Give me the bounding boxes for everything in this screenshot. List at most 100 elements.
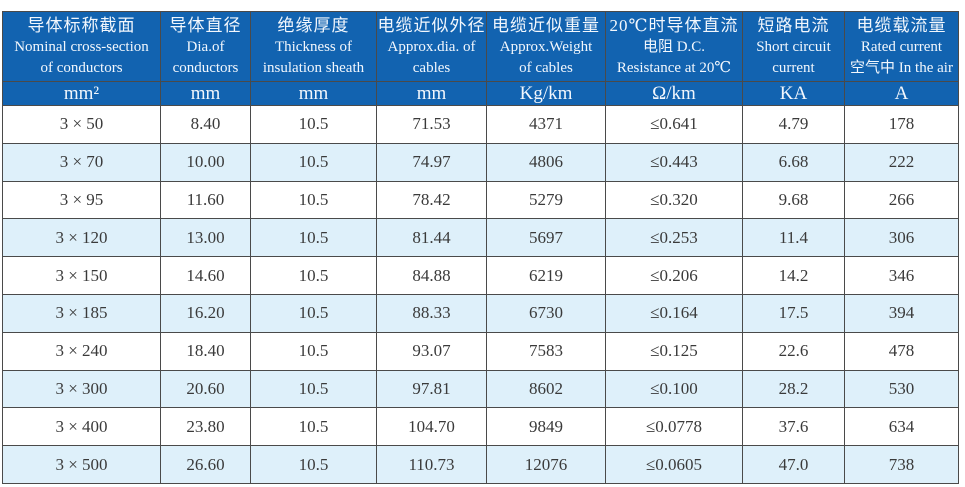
column-header-short-circuit-current: 短路电流 Short circuit current [742,11,845,82]
table-row: 3 × 240 18.40 10.5 93.07 7583 ≤0.125 22.6 478 [2,331,959,371]
cell-value: 10.5 [250,445,377,484]
cell-value: 81.44 [376,218,487,258]
cell-value: 530 [844,369,959,409]
cell-value: 84.88 [376,256,487,295]
cell-value: 738 [844,445,959,484]
cell-conductor-size: 3 × 185 [2,293,161,333]
cell-value: ≤0.0778 [605,407,743,447]
table-row: 3 × 70 10.00 10.5 74.97 4806 ≤0.443 6.68 222 [2,142,959,182]
header-line: of cables [519,60,573,77]
catalog-page: 导体标称截面 Nominal cross-section of conductors… [0,11,965,487]
header-line: 短路电流 [757,15,830,35]
cell-value: ≤0.125 [605,331,743,371]
cell-conductor-size: 3 × 240 [2,331,161,371]
cell-value: 17.5 [742,293,845,333]
unit-cell-dia-of-conductors: mm [160,81,251,106]
cell-value: 97.81 [376,369,487,409]
cell-value: 20.60 [160,369,251,409]
cell-value: ≤0.641 [605,105,743,144]
table-header: 导体标称截面 Nominal cross-section of conductors… [2,11,959,106]
cell-value: 26.60 [160,445,251,484]
cell-value: 23.80 [160,407,251,447]
cell-conductor-size: 3 × 50 [2,105,161,144]
cell-value: 11.4 [742,218,845,258]
header-line: 导体标称截面 [27,15,136,35]
cell-value: 10.5 [250,142,377,182]
unit-cell-short-circuit-current: KA [742,81,845,106]
cell-value: 47.0 [742,445,845,484]
cell-value: 28.2 [742,369,845,409]
cell-value: 37.6 [742,407,845,447]
cell-conductor-size: 3 × 500 [2,445,161,484]
cell-value: ≤0.164 [605,293,743,333]
cell-value: ≤0.100 [605,369,743,409]
header-line: Resistance at 20℃ [616,60,732,77]
cell-value: 10.5 [250,180,377,220]
cable-spec-table: 导体标称截面 Nominal cross-section of conductors… [2,11,959,484]
cell-value: 78.42 [376,180,487,220]
header-line: Rated current [860,39,943,56]
cell-value: 110.73 [376,445,487,484]
cell-value: 10.5 [250,218,377,258]
unit-cell-rated-current-in-air: A [844,81,959,106]
header-line: Dia.of [186,39,225,56]
header-line: cables [412,60,451,77]
cell-value: 10.00 [160,142,251,182]
cell-value: 9849 [486,407,606,447]
cell-value: 306 [844,218,959,258]
cell-value: 7583 [486,331,606,371]
table-row: 3 × 50 8.40 10.5 71.53 4371 ≤0.641 4.79 178 [2,105,959,144]
cell-value: 6730 [486,293,606,333]
cell-conductor-size: 3 × 70 [2,142,161,182]
cell-value: 14.60 [160,256,251,295]
header-line: 电缆近似重量 [492,15,600,35]
table-row: 3 × 120 13.00 10.5 81.44 5697 ≤0.253 11.4 306 [2,218,959,258]
column-header-approx-weight-of-cables: 电缆近似重量 Approx.Weight of cables [486,11,606,82]
cell-conductor-size: 3 × 300 [2,369,161,409]
cell-value: 4806 [486,142,606,182]
header-line: Thickness of [274,39,353,56]
cell-value: 74.97 [376,142,487,182]
header-line: 绝缘厚度 [277,15,350,35]
header-line: conductors [172,60,239,77]
header-line: 电缆近似外径 [377,15,486,35]
cell-value: 10.5 [250,331,377,371]
header-line: Nominal cross-section [14,39,149,56]
cell-value: 10.5 [250,105,377,144]
column-header-dc-resistance-20c: 20℃时导体直流 电阻 D.C. Resistance at 20℃ [605,11,743,82]
cell-value: 9.68 [742,180,845,220]
cell-value: ≤0.443 [605,142,743,182]
cell-value: 93.07 [376,331,487,371]
unit-cell-approx-dia-of-cables: mm [376,81,487,106]
cell-value: 11.60 [160,180,251,220]
header-line: 导体直径 [169,15,242,35]
cell-value: 222 [844,142,959,182]
cell-value: 8602 [486,369,606,409]
cell-value: ≤0.206 [605,256,743,295]
cell-value: 22.6 [742,331,845,371]
header-line: Approx.dia. of [387,39,476,56]
header-line: 20℃时导体直流 [609,15,739,35]
header-line: current [772,60,815,77]
cell-value: 18.40 [160,331,251,371]
column-header-rated-current-in-air: 电缆载流量 Rated current 空气中 In the air [844,11,959,82]
cell-value: 10.5 [250,256,377,295]
table-row: 3 × 300 20.60 10.5 97.81 8602 ≤0.100 28.2 530 [2,369,959,409]
header-line: Approx.Weight [499,39,593,56]
header-unit-row: mm² mm mm mm Kg/km Ω/km KA A [2,81,959,106]
unit-cell-nominal-cross-section: mm² [2,81,161,106]
table-row: 3 × 500 26.60 10.5 110.73 12076 ≤0.0605 47.0 73… [2,445,959,484]
cell-value: 10.5 [250,369,377,409]
header-line: 空气中 In the air [850,60,953,77]
cell-value: 8.40 [160,105,251,144]
column-header-nominal-cross-section: 导体标称截面 Nominal cross-section of conductors [2,11,161,82]
unit-cell-approx-weight-of-cables: Kg/km [486,81,606,106]
cell-value: 10.5 [250,293,377,333]
unit-cell-dc-resistance-20c: Ω/km [605,81,743,106]
cell-value: 4.79 [742,105,845,144]
cell-value: 10.5 [250,407,377,447]
cell-value: ≤0.0605 [605,445,743,484]
cell-conductor-size: 3 × 400 [2,407,161,447]
cell-value: 88.33 [376,293,487,333]
table-row: 3 × 185 16.20 10.5 88.33 6730 ≤0.164 17.5 394 [2,293,959,333]
